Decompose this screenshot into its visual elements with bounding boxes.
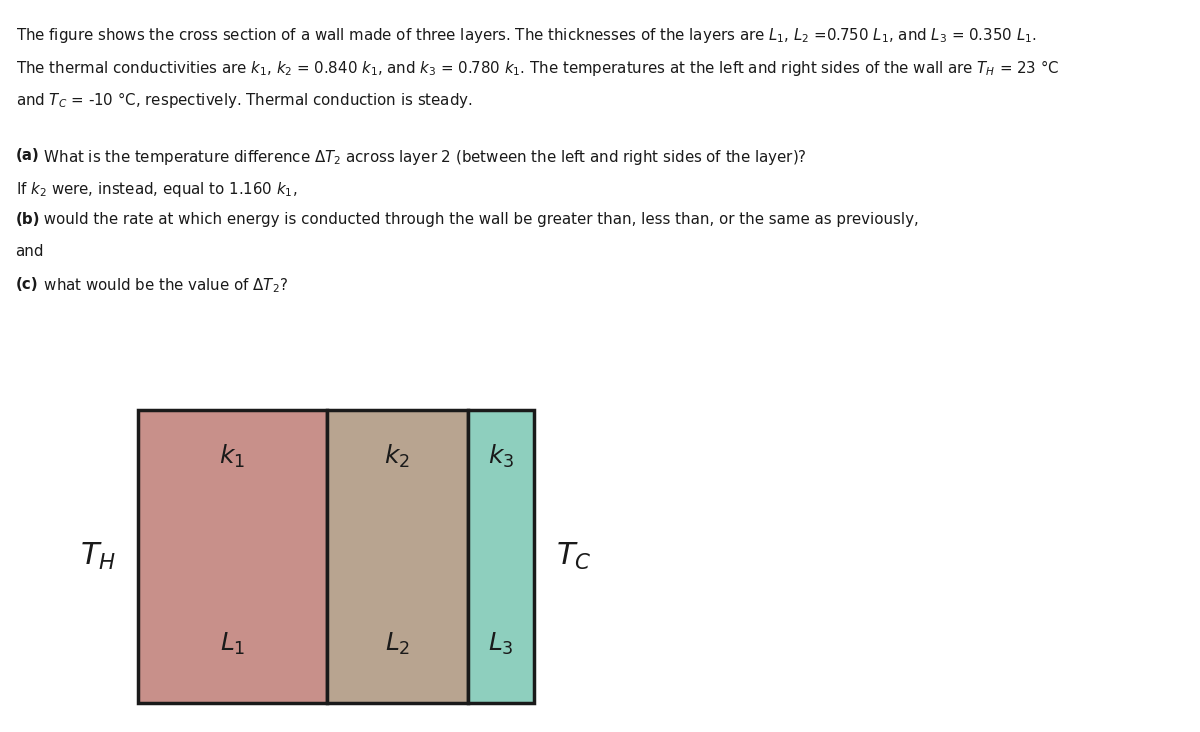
Text: would the rate at which energy is conducted through the wall be greater than, le: would the rate at which energy is conduc… bbox=[40, 212, 919, 227]
Text: what would be the value of $\Delta T_2$?: what would be the value of $\Delta T_2$? bbox=[40, 277, 288, 296]
Text: (c): (c) bbox=[16, 277, 38, 291]
Text: $L_2$: $L_2$ bbox=[385, 631, 410, 657]
Text: If $k_2$ were, instead, equal to 1.160 $k_1$,: If $k_2$ were, instead, equal to 1.160 $… bbox=[16, 180, 296, 199]
Text: (b): (b) bbox=[16, 212, 40, 227]
Text: The figure shows the cross section of a wall made of three layers. The thickness: The figure shows the cross section of a … bbox=[16, 26, 1037, 45]
Text: and $T_C$ = -10 °C, respectively. Thermal conduction is steady.: and $T_C$ = -10 °C, respectively. Therma… bbox=[16, 90, 473, 110]
Text: $k_2$: $k_2$ bbox=[384, 443, 410, 471]
Bar bbox=[326, 410, 468, 703]
Text: and: and bbox=[16, 244, 44, 259]
Text: (a): (a) bbox=[16, 148, 40, 163]
Bar bbox=[138, 410, 326, 703]
Text: $L_3$: $L_3$ bbox=[488, 631, 514, 657]
Text: $L_1$: $L_1$ bbox=[220, 631, 245, 657]
Text: What is the temperature difference $\Delta T_2$ across layer 2 (between the left: What is the temperature difference $\Del… bbox=[40, 148, 806, 167]
Text: $T_C$: $T_C$ bbox=[556, 541, 592, 572]
Text: $k_3$: $k_3$ bbox=[488, 443, 514, 471]
Bar bbox=[468, 410, 534, 703]
Text: $T_H$: $T_H$ bbox=[80, 541, 116, 572]
Text: $k_1$: $k_1$ bbox=[220, 443, 245, 471]
Text: The thermal conductivities are $k_1$, $k_2$ = 0.840 $k_1$, and $k_3$ = 0.780 $k_: The thermal conductivities are $k_1$, $k… bbox=[16, 58, 1060, 78]
